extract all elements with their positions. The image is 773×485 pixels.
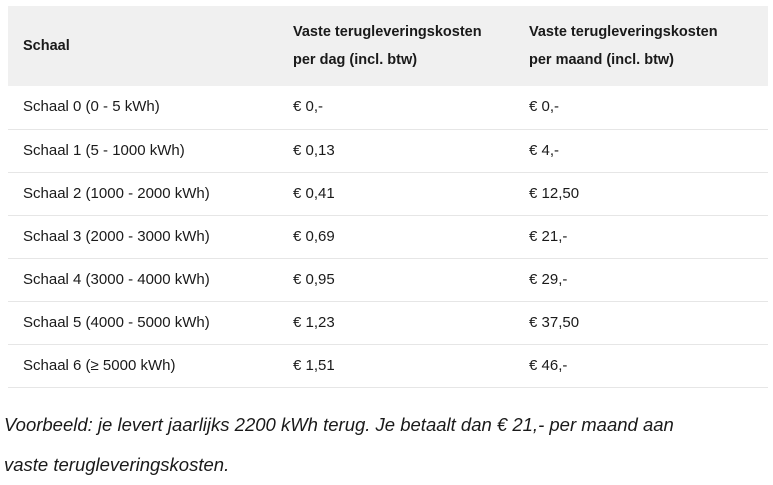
cell-schaal: Schaal 3 (2000 - 3000 kWh) — [23, 227, 210, 245]
cell-cost-per-month: € 4,- — [529, 141, 560, 159]
header-cost-per-month: Vaste terugleveringskosten per maand (in… — [514, 6, 768, 86]
table-row: Schaal 5 (4000 - 5000 kWh) € 1,23 € 37,5… — [8, 301, 768, 344]
cell-cost-per-day: € 1,51 — [293, 356, 335, 374]
table-row: Schaal 1 (5 - 1000 kWh) € 0,13 € 4,- — [8, 129, 768, 172]
cell-schaal: Schaal 0 (0 - 5 kWh) — [23, 98, 160, 116]
header-schaal: Schaal — [8, 6, 278, 86]
cell-schaal: Schaal 2 (1000 - 2000 kWh) — [23, 184, 210, 202]
table-row: Schaal 3 (2000 - 3000 kWh) € 0,69 € 21,- — [8, 215, 768, 258]
table-header: Schaal Vaste terugleveringskosten per da… — [8, 6, 768, 86]
cell-cost-per-day: € 0,69 — [293, 227, 335, 245]
table-row: Schaal 2 (1000 - 2000 kWh) € 0,41 € 12,5… — [8, 172, 768, 215]
cell-cost-per-day: € 0,13 — [293, 141, 335, 159]
header-cost-per-day-line2: per dag (incl. btw) — [293, 52, 418, 68]
cell-cost-per-day: € 0,95 — [293, 270, 335, 288]
tariff-table: Schaal Vaste terugleveringskosten per da… — [8, 6, 768, 388]
example-note-line1: Voorbeeld: je levert jaarlijks 2200 kWh … — [4, 414, 674, 435]
cell-cost-per-month: € 21,- — [529, 227, 568, 245]
header-cost-per-day-line1: Vaste terugleveringskosten — [293, 24, 482, 40]
cell-cost-per-day: € 0,41 — [293, 184, 335, 202]
example-note-line2: vaste terugleveringskosten. — [4, 454, 230, 475]
cell-schaal: Schaal 6 (≥ 5000 kWh) — [23, 356, 176, 374]
header-cost-per-day: Vaste terugleveringskosten per dag (incl… — [278, 6, 514, 86]
header-row: Schaal Vaste terugleveringskosten per da… — [8, 6, 768, 86]
header-cost-per-month-line2: per maand (incl. btw) — [529, 52, 675, 68]
cell-cost-per-month: € 12,50 — [529, 184, 580, 202]
cell-cost-per-month: € 0,- — [529, 98, 560, 116]
cell-cost-per-day: € 0,- — [293, 98, 324, 116]
header-cost-per-month-line1: Vaste terugleveringskosten — [529, 24, 718, 40]
table-row: Schaal 6 (≥ 5000 kWh) € 1,51 € 46,- — [8, 344, 768, 387]
tariff-table-container: Schaal Vaste terugleveringskosten per da… — [8, 6, 768, 388]
cell-schaal: Schaal 4 (3000 - 4000 kWh) — [23, 270, 210, 288]
header-schaal-text: Schaal — [23, 38, 70, 54]
cell-schaal: Schaal 1 (5 - 1000 kWh) — [23, 141, 185, 159]
table-row: Schaal 0 (0 - 5 kWh) € 0,- € 0,- — [8, 86, 768, 129]
cell-cost-per-day: € 1,23 — [293, 313, 335, 331]
cell-cost-per-month: € 29,- — [529, 270, 568, 288]
cell-cost-per-month: € 37,50 — [529, 313, 580, 331]
table-body: Schaal 0 (0 - 5 kWh) € 0,- € 0,- Schaal … — [8, 86, 768, 387]
table-row: Schaal 4 (3000 - 4000 kWh) € 0,95 € 29,- — [8, 258, 768, 301]
example-note: Voorbeeld: je levert jaarlijks 2200 kWh … — [4, 405, 764, 485]
cell-schaal: Schaal 5 (4000 - 5000 kWh) — [23, 313, 210, 331]
cell-cost-per-month: € 46,- — [529, 356, 568, 374]
